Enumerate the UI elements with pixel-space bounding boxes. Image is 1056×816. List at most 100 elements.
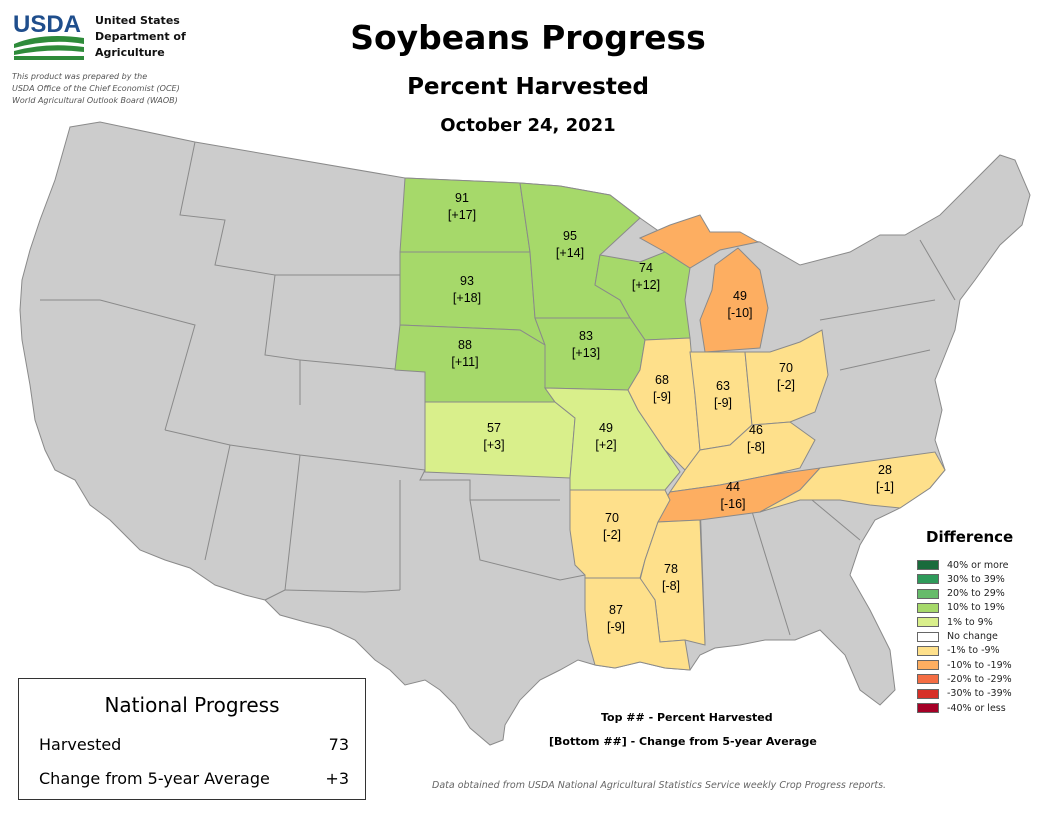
- legend-swatch: [917, 645, 939, 656]
- state-value-la: 87: [609, 603, 623, 617]
- legend-item: No change: [917, 630, 998, 644]
- state-diff-ar: [-2]: [603, 528, 621, 542]
- legend-swatch: [917, 560, 939, 570]
- map-title: Soybeans Progress: [350, 18, 706, 57]
- agency-name: United States Department of Agriculture: [95, 13, 186, 61]
- state-diff-ky: [-8]: [747, 440, 765, 454]
- legend-swatch: [917, 703, 939, 713]
- state-diff-mo: [+2]: [595, 438, 616, 452]
- agency-line: Department of: [95, 30, 186, 43]
- legend-swatch: [917, 674, 939, 685]
- legend-item: 10% to 19%: [917, 601, 1005, 615]
- legend-swatch: [917, 617, 939, 628]
- legend-swatch: [917, 631, 939, 642]
- legend-item: -20% to -29%: [917, 672, 1012, 686]
- legend-item: -10% to -19%: [917, 658, 1012, 672]
- state-value-nd: 91: [455, 191, 469, 205]
- legend-label: -20% to -29%: [947, 673, 1012, 685]
- source-note: Data obtained from USDA National Agricul…: [432, 780, 887, 791]
- state-value-ms: 78: [664, 562, 678, 576]
- legend-swatch: [917, 660, 939, 671]
- state-value-ar: 70: [605, 511, 619, 525]
- legend-label: -10% to -19%: [947, 659, 1012, 671]
- state-la: [584, 577, 691, 671]
- state-value-ia: 83: [579, 329, 593, 343]
- legend-label: -40% or less: [947, 702, 1006, 714]
- bottom-note: [Bottom ##] - Change from 5-year Average: [549, 735, 817, 748]
- legend-item: 40% or more: [917, 558, 1008, 572]
- state-diff-nd: [+17]: [448, 208, 476, 222]
- state-diff-ia: [+13]: [572, 346, 600, 360]
- agency-line: United States: [95, 14, 180, 27]
- state-value-ne: 88: [458, 338, 472, 352]
- change-label: Change from 5-year Average: [39, 769, 270, 788]
- state-diff-mi: [-10]: [727, 306, 752, 320]
- state-diff-wi: [+12]: [632, 278, 660, 292]
- state-diff-sd: [+18]: [453, 291, 481, 305]
- state-value-ks: 57: [487, 421, 501, 435]
- state-mi-lower: [699, 247, 769, 353]
- legend-item: -1% to -9%: [917, 644, 1000, 658]
- state-nc: [759, 451, 946, 513]
- state-value-mn: 95: [563, 229, 577, 243]
- usda-logo-text: USDA: [13, 11, 81, 38]
- state-value-il: 68: [655, 373, 669, 387]
- legend-label: -30% to -39%: [947, 688, 1012, 700]
- legend-item: 20% to 29%: [917, 587, 1005, 601]
- state-diff-mn: [+14]: [556, 246, 584, 260]
- prepared-line: World Agricultural Outlook Board (WAOB): [12, 96, 178, 105]
- state-diff-oh: [-2]: [777, 378, 795, 392]
- state-value-tn: 44: [726, 480, 740, 494]
- prepared-line: This product was prepared by the: [12, 72, 148, 81]
- change-row: Change from 5-year Average +3: [39, 769, 349, 788]
- state-value-in: 63: [716, 379, 730, 393]
- legend-item: 1% to 9%: [917, 615, 993, 629]
- state-diff-tn: [-16]: [720, 497, 745, 511]
- data-states: [394, 177, 946, 671]
- legend-swatch: [917, 688, 939, 699]
- legend-label: -1% to -9%: [947, 645, 1000, 657]
- state-borders: [40, 141, 956, 646]
- legend-swatch: [917, 574, 939, 585]
- legend-item: -30% to -39%: [917, 687, 1012, 701]
- state-diff-nc: [-1]: [876, 480, 894, 494]
- legend-label: 10% to 19%: [947, 602, 1005, 614]
- state-value-mi: 49: [733, 289, 747, 303]
- map-subtitle: Percent Harvested: [407, 74, 649, 100]
- agency-line: Agriculture: [95, 46, 165, 59]
- legend-item: 30% to 39%: [917, 572, 1005, 586]
- state-value-oh: 70: [779, 361, 793, 375]
- state-value-nc: 28: [878, 463, 892, 477]
- state-value-mo: 49: [599, 421, 613, 435]
- usda-logo: USDA: [13, 11, 84, 60]
- prepared-line: USDA Office of the Chief Economist (OCE): [12, 84, 180, 93]
- legend-title: Difference: [926, 528, 1014, 546]
- national-progress-box: National Progress Harvested 73 Change fr…: [18, 678, 366, 800]
- state-mi-upper: [638, 214, 760, 269]
- top-note: Top ## - Percent Harvested: [601, 711, 773, 724]
- harvested-row: Harvested 73: [39, 735, 349, 754]
- state-diff-in: [-9]: [714, 396, 732, 410]
- state-value-wi: 74: [639, 261, 653, 275]
- state-diff-la: [-9]: [607, 620, 625, 634]
- prepared-by-note: This product was prepared by the USDA Of…: [12, 71, 180, 107]
- change-value: +3: [325, 769, 349, 788]
- state-diff-il: [-9]: [653, 390, 671, 404]
- state-labels: 91 [+17] 95 [+14] 93 [+18] 74 [+12] 49 [-10] 88 [+1…: [448, 191, 894, 634]
- harvested-label: Harvested: [39, 735, 122, 754]
- state-diff-ne: [+11]: [451, 355, 478, 369]
- legend-label: 1% to 9%: [947, 616, 993, 628]
- legend-swatch: [917, 588, 939, 599]
- legend-label: 40% or more: [947, 559, 1009, 571]
- national-progress-title: National Progress: [104, 693, 280, 717]
- legend-label: No change: [947, 631, 998, 642]
- state-value-ky: 46: [749, 423, 763, 437]
- harvested-value: 73: [328, 735, 349, 754]
- legend-label: 20% to 29%: [947, 588, 1005, 600]
- map-date: October 24, 2021: [440, 115, 616, 136]
- legend-label: 30% to 39%: [947, 573, 1005, 585]
- legend-swatch: [917, 602, 939, 613]
- state-value-sd: 93: [460, 274, 474, 288]
- state-diff-ks: [+3]: [483, 438, 504, 452]
